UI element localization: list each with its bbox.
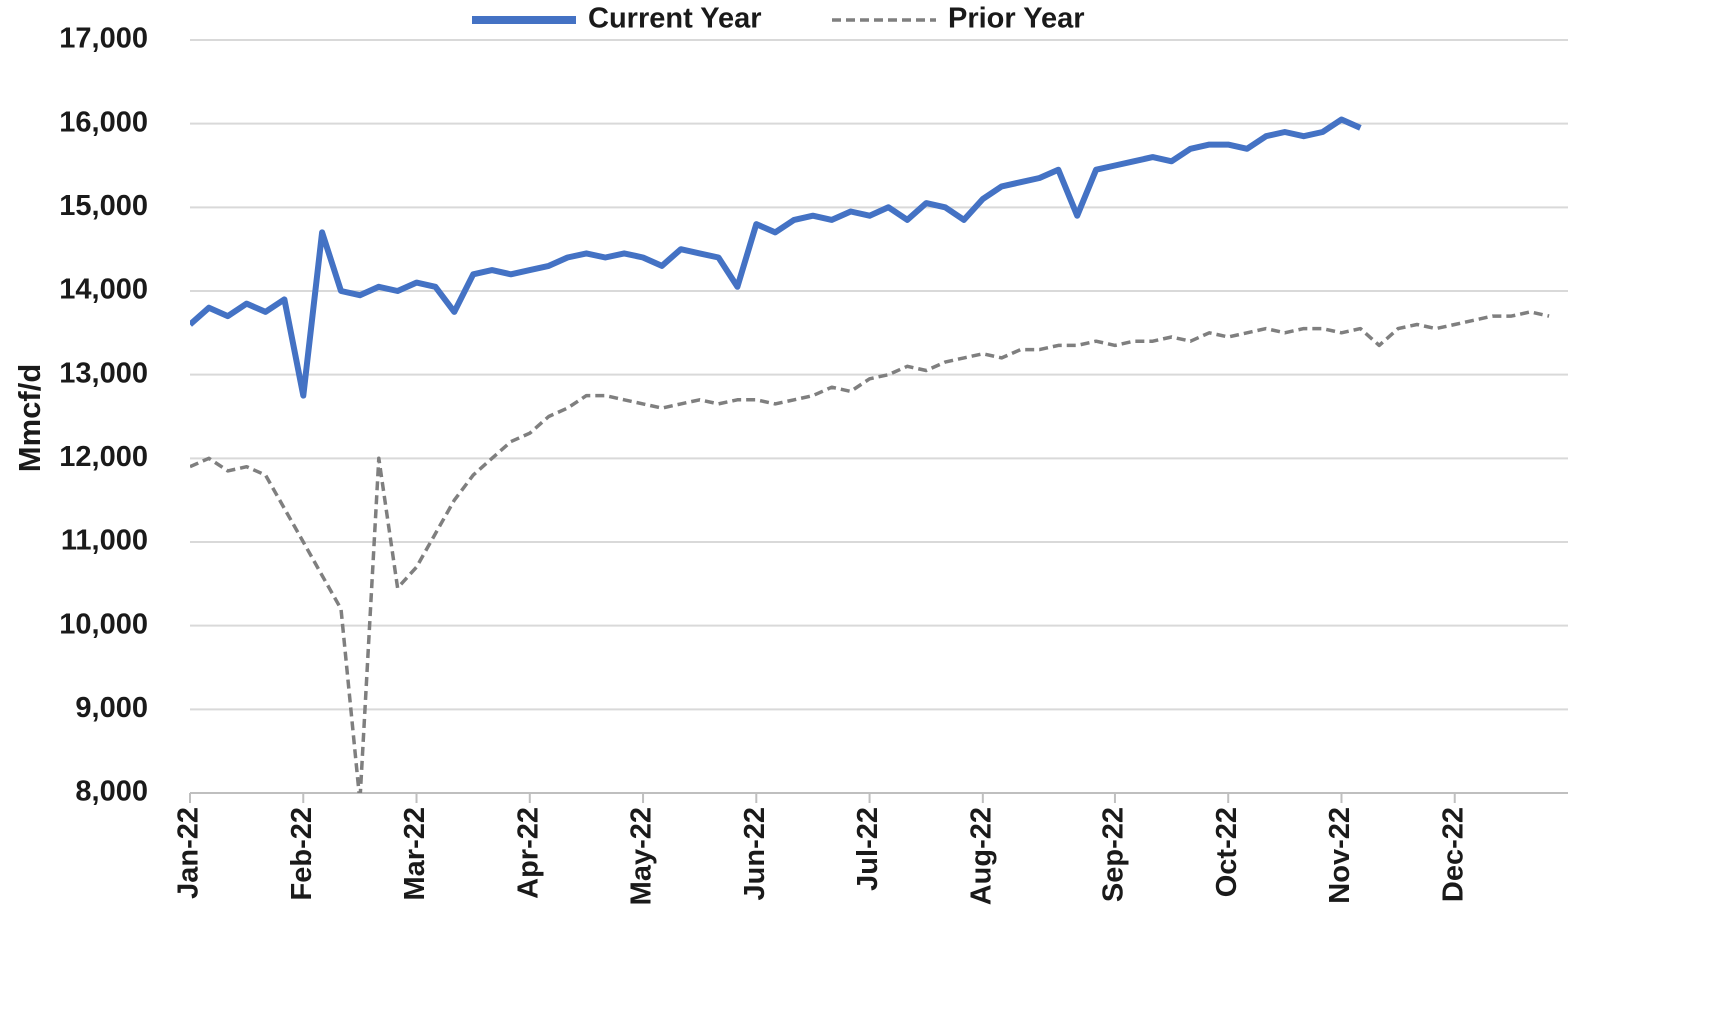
x-tick-label: Jul-22 — [852, 807, 884, 891]
legend-label: Current Year — [588, 3, 762, 35]
legend-label: Prior Year — [948, 3, 1085, 35]
x-tick-label: Dec-22 — [1437, 807, 1469, 902]
y-tick-label: 15,000 — [59, 190, 148, 222]
y-tick-label: 12,000 — [59, 441, 148, 473]
x-tick-label: Feb-22 — [286, 807, 318, 900]
plot-area — [190, 116, 1550, 793]
y-axis-title: Mmcf/d — [12, 364, 47, 473]
y-tick-label: 11,000 — [61, 525, 148, 557]
x-tick-label: Aug-22 — [965, 807, 997, 905]
y-tick-label: 14,000 — [59, 274, 148, 306]
x-tick-label: Jun-22 — [739, 807, 771, 900]
y-tick-label: 9,000 — [75, 692, 148, 724]
x-tick-label: Nov-22 — [1324, 807, 1356, 904]
series-line — [190, 116, 1362, 399]
y-tick-label: 17,000 — [59, 23, 148, 55]
x-tick-label: May-22 — [626, 807, 658, 905]
y-tick-label: 8,000 — [75, 776, 148, 808]
x-tick-label: Oct-22 — [1211, 807, 1243, 897]
x-tick-label: Sep-22 — [1098, 807, 1130, 902]
x-tick-label: Jan-22 — [173, 807, 205, 899]
y-tick-label: 10,000 — [59, 608, 148, 640]
y-tick-label: 16,000 — [59, 106, 148, 138]
x-tick-label: Apr-22 — [512, 807, 544, 899]
series-line — [190, 310, 1550, 793]
y-tick-label: 13,000 — [59, 357, 148, 389]
x-tick-label: Mar-22 — [399, 807, 431, 901]
